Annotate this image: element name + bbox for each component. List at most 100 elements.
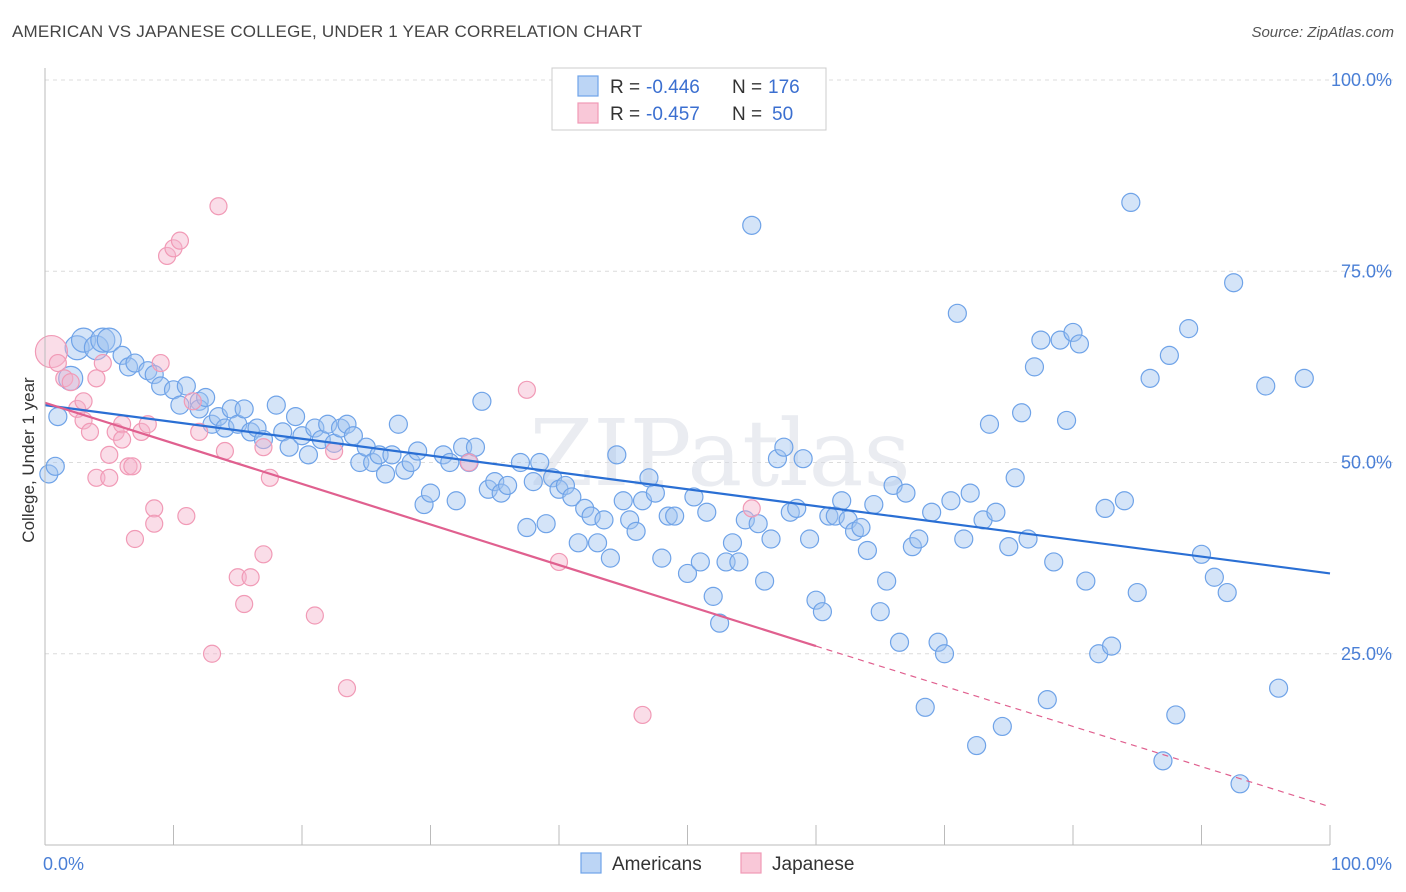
americans-point [318,414,338,434]
americans-point [979,414,1000,434]
japanese-point [254,438,273,457]
americans-point [710,613,730,633]
americans-point [1140,368,1160,388]
japanese-point [183,392,202,411]
americans-point [1166,705,1186,725]
americans-point [1121,192,1141,212]
americans-point [581,506,601,526]
legend-swatch-japanese [577,102,599,124]
americans-point [1037,690,1057,710]
japanese-point [93,353,112,373]
americans-point [151,376,171,396]
japanese-point [254,545,273,564]
americans-point [896,483,916,503]
legend-r-value-2: -0.457 [646,104,700,125]
americans-point [697,502,717,522]
americans-point [851,517,871,538]
americans-point [877,571,897,591]
americans-point [485,472,505,492]
americans-point [408,441,428,461]
americans-point [498,475,518,496]
americans-point [1069,334,1090,354]
japanese-point [112,430,132,449]
americans-point [1294,368,1314,388]
americans-point [735,510,755,530]
americans-point [90,327,116,353]
americans-point [1076,571,1096,591]
americans-point [967,735,987,756]
americans-point [754,571,775,591]
americans-point [96,327,122,353]
japanese-point [517,380,536,399]
americans-point [1179,319,1199,339]
bottom-legend-swatch-americans [580,852,602,874]
legend-r-label-2: R = [610,104,640,125]
japanese-point [125,529,145,549]
americans-point [517,517,537,538]
japanese-point [633,705,652,725]
legend-n-label-2: N = [732,104,762,125]
y-tick-label: 25.0% [1341,644,1392,664]
americans-point [39,464,59,484]
americans-point [665,506,685,526]
americans-point [1224,273,1244,293]
americans-point [305,418,325,438]
americans-point [742,215,762,235]
americans-point [491,483,511,503]
americans-point [600,548,621,568]
americans-point [555,475,576,496]
americans-point [722,533,743,553]
americans-point [446,491,466,511]
americans-point [420,483,441,503]
americans-point [285,407,306,427]
americans-point [947,303,967,323]
americans-point [658,506,678,526]
americans-point [48,407,68,427]
americans-point [806,590,826,610]
americans-point [774,437,794,457]
americans-point [440,452,460,473]
americans-point [812,602,833,622]
japanese-points [34,197,761,725]
legend-n-value-2: 50 [772,104,793,125]
americans-point [388,414,408,434]
americans-point [677,563,698,584]
y-tick-label: 50.0% [1341,453,1392,473]
japanese-point [305,606,324,625]
japanese-trend-line [44,401,817,648]
y-axis-title: College, Under 1 year [19,377,38,543]
americans-point [1005,468,1025,488]
americans-point [144,364,164,385]
legend-swatch-americans [577,75,599,97]
americans-point [575,498,595,518]
americans-point [562,487,582,507]
americans-point [1056,410,1077,431]
japanese-point [209,197,228,216]
bottom-legend-swatch-japanese [740,852,762,874]
x-tick-labels: 0.0% 100.0% [43,854,1392,874]
legend: R = -0.446 N = 176 R = -0.457 N = 50 [551,67,827,131]
americans-point [530,452,550,473]
japanese-trend-extension [815,645,1331,808]
americans-point [414,494,434,515]
americans-point [902,537,922,557]
americans-point [960,483,980,503]
legend-r-label-1: R = [610,77,640,98]
americans-point [45,456,65,476]
americans-point [934,644,955,664]
americans-point [620,510,640,530]
americans-point [1114,491,1135,511]
japanese-point [177,506,196,526]
americans-point [1191,544,1212,564]
japanese-point [337,679,357,698]
americans-point [1031,330,1051,350]
americans-point [992,716,1012,737]
japanese-point [34,334,69,369]
americans-point [928,632,948,652]
bottom-legend-americans: Americans [612,854,702,875]
americans-point [954,529,974,549]
japanese-point [190,422,209,441]
americans-point [870,602,890,622]
americans-point [568,533,588,553]
americans-point [363,452,383,473]
